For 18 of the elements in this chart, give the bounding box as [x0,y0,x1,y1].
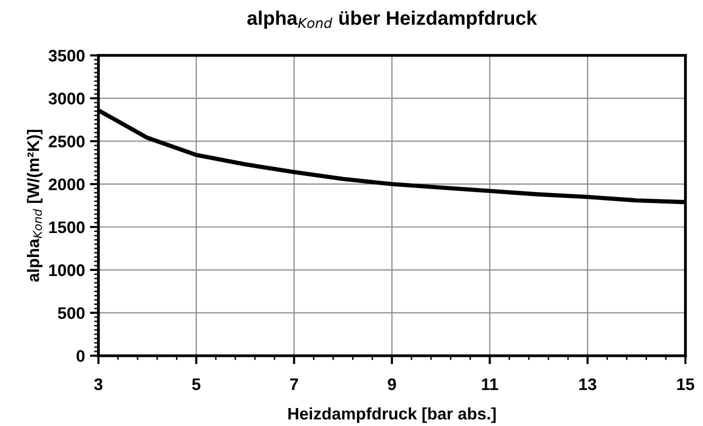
y-tick-label: 0 [76,350,85,362]
x-tick-label: 7 [290,378,298,390]
x-tick-label: 15 [677,378,694,390]
x-tick-label: 9 [388,378,396,390]
y-axis-title: alpha$_{Kond}$ [W/(m²K)] [26,130,42,282]
x-tick-label: 5 [192,378,200,390]
y-tick-label: 1000 [49,264,85,276]
x-tick-label: 11 [482,378,498,390]
y-tick-label: 1500 [49,221,85,234]
chart-title: alpha$_{Kond}$ über Heizdampfdruck [247,10,538,29]
y-tick-label: 2500 [48,136,85,148]
y-tick-label: 2000 [48,178,85,190]
x-tick-label: 13 [579,378,596,390]
y-tick-label: 500 [58,307,85,320]
y-tick-label: 3000 [48,92,85,105]
x-axis-title: Heizdampfdruck [bar abs.] [288,407,496,423]
x-tick-label: 3 [94,378,102,390]
y-tick-label: 3500 [48,50,85,62]
